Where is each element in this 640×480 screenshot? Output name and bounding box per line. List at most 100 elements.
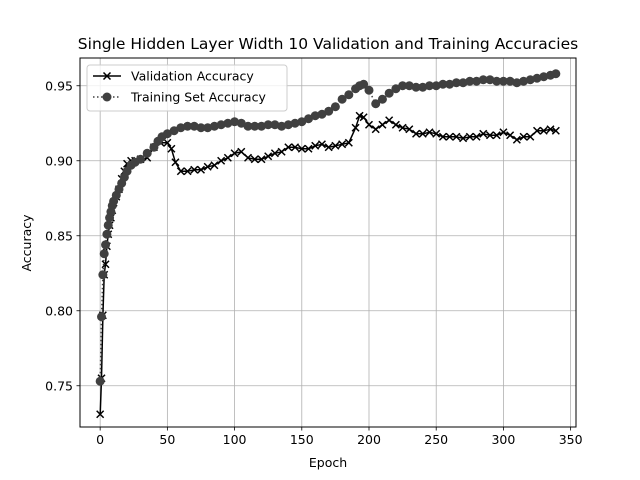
- validation-point: [519, 132, 528, 141]
- validation-point: [250, 155, 259, 164]
- training-point: [95, 376, 105, 386]
- training-point: [317, 109, 327, 119]
- validation-point: [492, 131, 501, 140]
- plot-area: [80, 58, 576, 427]
- validation-point: [171, 158, 180, 167]
- training-point: [297, 117, 307, 127]
- training-point: [99, 249, 109, 259]
- y-tick-label: 0.80: [45, 303, 73, 318]
- training-point: [404, 81, 414, 91]
- training-point: [418, 82, 428, 92]
- x-axis-label: Epoch: [309, 455, 347, 470]
- training-point: [359, 79, 369, 89]
- training-point: [498, 76, 508, 86]
- legend-training-marker: [102, 92, 112, 102]
- validation-point: [499, 128, 508, 137]
- x-tick-label: 0: [96, 432, 104, 447]
- training-point: [102, 229, 112, 239]
- validation-point: [264, 152, 273, 161]
- validation-point: [425, 128, 434, 137]
- training-point: [277, 121, 287, 131]
- legend-validation-label: Validation Accuracy: [131, 69, 254, 84]
- training-point: [101, 240, 111, 250]
- training-point: [256, 121, 266, 131]
- training-point: [98, 270, 108, 280]
- training-point: [176, 123, 186, 133]
- validation-point: [385, 116, 394, 125]
- validation-point: [183, 167, 192, 176]
- validation-point: [512, 135, 521, 144]
- x-tick-label: 300: [491, 432, 515, 447]
- validation-point: [539, 126, 548, 135]
- y-tick-label: 0.90: [45, 153, 73, 168]
- validation-point: [438, 132, 447, 141]
- chart-title: Single Hidden Layer Width 10 Validation …: [78, 35, 578, 53]
- x-tick-label: 150: [290, 432, 314, 447]
- validation-point: [364, 120, 374, 129]
- training-point: [142, 148, 152, 158]
- validation-point: [338, 140, 347, 149]
- training-point: [310, 111, 320, 121]
- training-point: [384, 88, 394, 98]
- training-point: [324, 106, 334, 116]
- training-point: [505, 76, 515, 86]
- validation-point: [304, 144, 313, 153]
- validation-point: [405, 125, 414, 134]
- validation-point: [378, 120, 387, 129]
- validation-point: [445, 132, 454, 141]
- validation-point: [230, 149, 239, 158]
- x-tick-label: 100: [223, 432, 247, 447]
- training-point: [223, 118, 233, 128]
- validation-point: [391, 120, 400, 129]
- training-point: [216, 120, 226, 130]
- training-point: [472, 76, 482, 86]
- x-tick-label: 350: [559, 432, 583, 447]
- training-point: [344, 90, 354, 100]
- validation-point: [472, 132, 481, 141]
- validation-point: [297, 144, 306, 153]
- validation-point: [223, 153, 232, 162]
- validation-point: [203, 162, 212, 171]
- validation-point: [526, 132, 535, 141]
- training-point: [270, 120, 280, 130]
- training-point: [431, 81, 441, 91]
- validation-point: [506, 131, 515, 140]
- training-point: [391, 84, 401, 94]
- validation-point: [167, 144, 176, 153]
- training-point: [485, 75, 495, 85]
- validation-point: [485, 131, 495, 140]
- training-point: [451, 78, 461, 88]
- training-point: [525, 75, 535, 85]
- training-point: [330, 102, 340, 112]
- validation-point: [532, 126, 542, 135]
- training-point: [445, 79, 455, 89]
- training-point: [398, 81, 408, 91]
- training-point: [135, 154, 145, 164]
- legend-box: [86, 64, 288, 112]
- training-point: [250, 121, 260, 131]
- training-point: [465, 76, 475, 86]
- validation-point: [101, 260, 110, 269]
- training-point: [209, 121, 219, 131]
- training-point: [230, 117, 240, 127]
- training-point: [103, 220, 113, 230]
- validation-point: [291, 143, 300, 152]
- training-point: [196, 123, 206, 133]
- y-tick-label: 0.85: [45, 228, 73, 243]
- training-point: [183, 121, 193, 131]
- training-point: [539, 72, 549, 82]
- validation-point: [344, 138, 353, 147]
- training-point: [337, 94, 347, 104]
- y-tick-label: 0.95: [45, 78, 73, 93]
- validation-point: [331, 141, 340, 150]
- validation-point: [398, 123, 407, 132]
- x-tick-label: 50: [159, 432, 175, 447]
- validation-point: [190, 165, 199, 174]
- validation-point: [465, 132, 474, 141]
- y-tick-label: 0.75: [45, 378, 73, 393]
- training-point: [290, 118, 300, 128]
- validation-point: [277, 147, 286, 156]
- training-point: [97, 312, 107, 322]
- validation-point: [359, 113, 368, 122]
